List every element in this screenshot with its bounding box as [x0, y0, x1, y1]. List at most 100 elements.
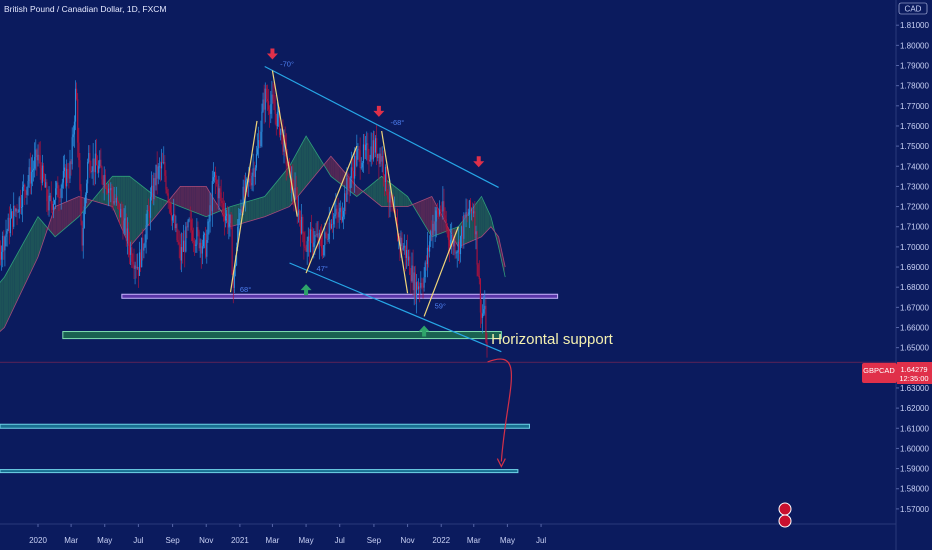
angle-label: 47°: [317, 264, 328, 273]
cloud-segment: [3, 274, 6, 328]
candle-body: [69, 161, 71, 179]
x-tick-label: May: [500, 536, 515, 545]
price-axis[interactable]: 1.81000 1.80000 1.79000 1.78000 1.77000 1.760…: [896, 21, 929, 514]
swing-line[interactable]: [381, 130, 409, 294]
candle-body: [296, 196, 298, 216]
price-value-box: [897, 362, 932, 384]
cloud-segment: [180, 186, 183, 208]
candle-body: [239, 212, 241, 219]
candle-body: [277, 110, 280, 113]
cloud-segment: [189, 186, 192, 211]
cloud-segment: [12, 258, 15, 311]
candle-body: [24, 184, 26, 191]
news-event-icon[interactable]: [778, 514, 792, 528]
candle-body: [297, 210, 299, 216]
candle-body: [255, 154, 257, 168]
candle-body: [477, 264, 479, 276]
cloud-segment: [502, 254, 505, 275]
candle-body: [121, 208, 123, 217]
swing-line[interactable]: [423, 226, 459, 317]
x-tick-label: Jul: [133, 536, 143, 545]
y-tick-label: 1.70000: [900, 243, 929, 252]
time-axis[interactable]: 2020 Mar May Jul Sep Nov 2021 Mar May Jul Sep Nov 20…: [0, 523, 896, 545]
candle-body: [92, 158, 94, 172]
cloud-segment: [471, 206, 474, 242]
currency-badge[interactable]: CAD: [898, 2, 928, 15]
candle-body: [70, 161, 72, 165]
candle-body: [163, 162, 165, 164]
candle-body: [409, 256, 411, 275]
candle-body: [164, 162, 166, 176]
candle-body: [230, 214, 232, 228]
candle-body: [478, 275, 480, 280]
candle-body: [197, 227, 199, 232]
candle-body: [72, 134, 74, 138]
cloud-segment: [153, 195, 156, 219]
candle-body: [339, 208, 341, 212]
candle-body: [390, 191, 392, 205]
candle-body: [271, 94, 273, 105]
cloud-segment: [381, 176, 384, 207]
cloud-segment: [175, 189, 179, 206]
candle-body: [373, 140, 376, 153]
candle-body: [335, 208, 337, 215]
price-value: 1.64279: [900, 365, 927, 374]
y-tick-label: 1.72000: [900, 203, 929, 212]
zone-target-1: [0, 423, 530, 429]
cloud-segment: [279, 175, 282, 211]
candle-body: [324, 232, 326, 246]
event-markers[interactable]: [778, 502, 792, 528]
candle-body: [116, 198, 118, 202]
candle-body: [38, 154, 40, 156]
cloud-segment: [306, 136, 309, 187]
candle-body: [484, 305, 486, 310]
angle-label: 68°: [240, 285, 251, 294]
candle-body: [232, 274, 234, 288]
candle-body: [313, 242, 315, 247]
down-arrow-icon: [473, 156, 485, 168]
chart-title: British Pound / Canadian Dollar, 1D, FXC…: [4, 4, 167, 14]
cloud-segment: [195, 186, 198, 214]
cloud-segment: [248, 200, 251, 222]
x-tick-label: Mar: [266, 536, 280, 545]
candle-body: [312, 231, 314, 247]
swing-line[interactable]: [305, 145, 358, 274]
candle-body: [367, 143, 369, 161]
cloud-segment: [498, 236, 501, 255]
candle-body: [126, 228, 128, 241]
candle-body: [455, 252, 457, 254]
candle-body: [190, 219, 192, 231]
candle-body: [445, 219, 447, 228]
y-tick-label: 1.68000: [900, 283, 929, 292]
candle-body: [426, 247, 428, 265]
y-tick-label: 1.69000: [900, 263, 929, 272]
cloud-segment: [52, 208, 55, 237]
trendline[interactable]: [289, 262, 502, 353]
swing-line[interactable]: [271, 70, 298, 217]
news-event-icon[interactable]: [778, 502, 792, 516]
candle-body: [357, 148, 359, 150]
candle-body: [401, 237, 403, 250]
candle-body: [108, 188, 110, 193]
candle-body: [323, 245, 325, 256]
trendline[interactable]: [264, 65, 499, 188]
candle-body: [228, 223, 230, 228]
candle-body: [380, 153, 382, 162]
candle-body: [89, 153, 91, 171]
y-tick-label: 1.77000: [900, 102, 929, 111]
candle-body: [106, 189, 109, 193]
chart-header: British Pound / Canadian Dollar, 1D, FXC…: [4, 4, 167, 14]
candle-body: [35, 149, 37, 158]
cloud-segment: [286, 167, 289, 208]
cloud-segment: [10, 262, 13, 315]
candle-body: [213, 172, 216, 178]
cloud-segment: [250, 199, 254, 221]
candle-body: [275, 113, 277, 127]
candle-body: [276, 112, 278, 127]
candle-body: [220, 192, 222, 201]
candle-body: [469, 200, 472, 211]
candle-body: [205, 233, 207, 257]
candle-body: [93, 158, 95, 173]
swing-line[interactable]: [229, 120, 258, 293]
